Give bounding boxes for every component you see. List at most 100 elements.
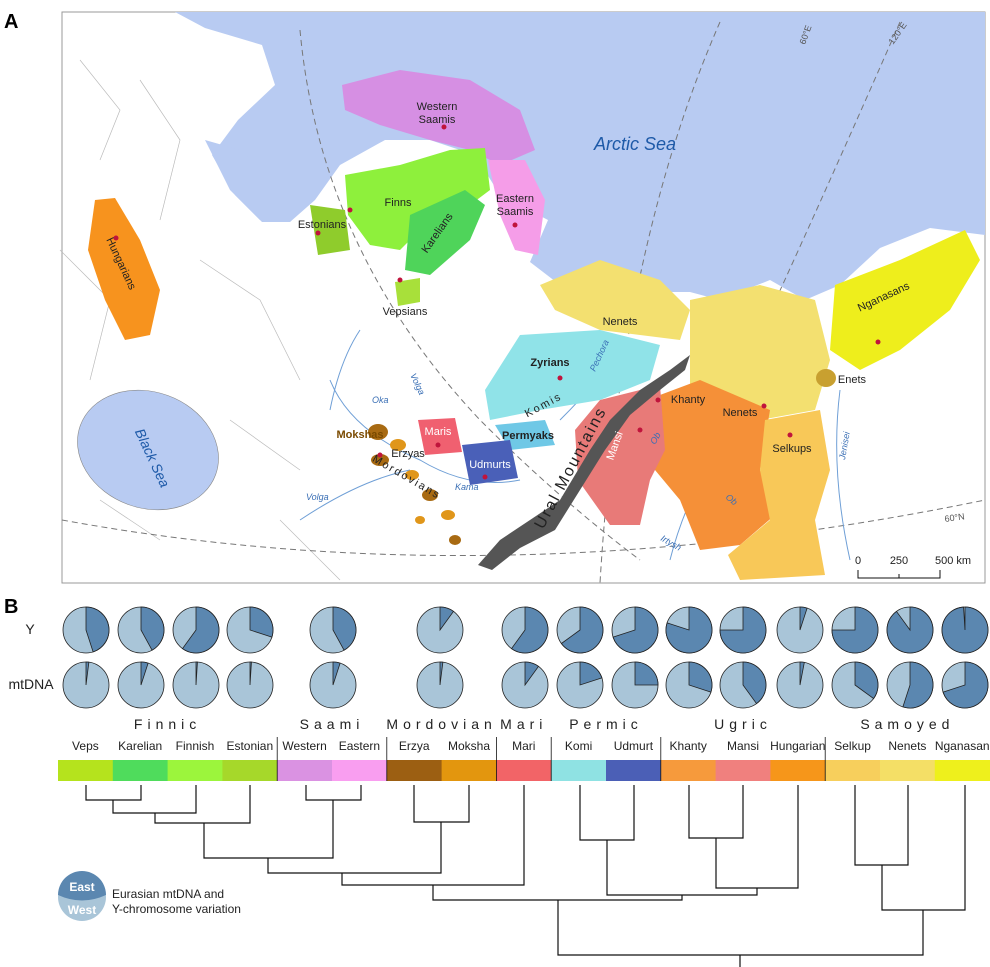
pie-east [332,661,341,686]
population-label: Maris [425,426,452,438]
pie-east [439,606,455,632]
language-label: Finnish [176,739,215,753]
pie-east [634,661,659,686]
area-enets [816,369,836,387]
area-finns [345,148,490,250]
population-label: Khanty [671,394,706,406]
language-color [770,760,826,781]
group-label: Finnic [134,716,201,732]
legend: East West Eurasian mtDNA and Y-chromosom… [58,871,241,921]
population-label: Mokshas [336,429,383,441]
area-western-saamis [342,70,535,165]
language-color [825,760,881,781]
area-khanty [640,380,775,550]
pie-east [85,606,110,653]
river-label: Volga [306,492,329,502]
area-vepsians [395,278,420,306]
pie-east [140,661,149,686]
language-label: Moksha [448,739,490,753]
pie-east [688,661,713,693]
language-color [715,760,771,781]
legend-caption: Eurasian mtDNA and [112,887,224,901]
language-label: Karelian [118,739,162,753]
language-color [332,760,388,781]
scale-label: 0 [855,555,861,567]
pie-east [195,661,198,686]
language-color [880,760,936,781]
pie-east [560,606,604,654]
language-color [386,760,443,781]
pie-east [719,606,767,654]
pie-east [854,661,879,700]
language-color [660,760,717,781]
language-label: Erzya [399,739,430,753]
scale-label: 500 km [935,555,971,567]
area-mordovians [368,424,461,545]
pie-east [249,606,274,638]
language-color [934,760,990,781]
language-color [277,760,333,781]
population-label: Finns [385,197,412,209]
scale-bar [857,570,941,579]
area-nenets-west [540,260,690,340]
area-selkups [728,410,830,580]
population-dots [113,124,881,480]
river-label: Kama [455,482,479,492]
legend-east-label: East [69,880,94,894]
area-karelians [405,190,485,275]
pie-east [579,661,603,686]
scale-label: 250 [890,555,908,567]
language-label: Komi [565,739,592,753]
panel-label: B [4,596,18,618]
population-label: Permyaks [502,430,554,442]
pie-east [831,606,879,654]
area-estonians [310,205,350,255]
row-label: Y [25,621,35,637]
population-label: Zyrians [530,357,569,369]
legend-caption: Y-chromosome variation [112,902,241,916]
area-hungarians [88,198,160,340]
language-label: Udmurt [614,739,654,753]
graticule [61,21,986,584]
pie-east [140,606,165,651]
language-color [496,760,552,781]
pie-east [524,661,540,687]
language-color [58,760,114,781]
tree [85,785,966,967]
population-label: Nenets [603,316,638,328]
population-label: Vepsians [383,306,428,318]
language-label: Hungarian [770,739,825,753]
population-label: Western Saamis [417,101,458,126]
area-nganasans [830,230,980,370]
river-label: Oka [372,395,389,405]
language-color [441,760,497,781]
map: Arctic Sea Black Sea Western Saamis Easte… [59,11,986,584]
language-color [222,760,278,781]
language-color [551,760,607,781]
population-label: Erzyas [391,448,425,460]
pie-east [886,606,934,654]
pie-east [332,606,357,651]
language-label: Khanty [670,739,707,753]
area-mansi [575,385,665,525]
baltic-sea [205,140,300,222]
language-label: Mansi [727,739,759,753]
pie-east [181,606,220,654]
population-label: Selkups [772,443,812,455]
language-label: Mari [512,739,535,753]
group-label: Mari [500,716,547,732]
language-label: Nganasan [935,739,990,753]
sea-label: Arctic Sea [593,134,676,154]
population-label: Estonians [298,219,347,231]
population-label: Nenets [723,407,758,419]
group-label: Mordovian [386,716,496,732]
legend-east [58,871,106,901]
area-eastern-saamis [488,160,545,255]
pie-east [799,661,805,686]
group-label: Saami [300,716,365,732]
language-label: Eastern [339,739,380,753]
population-label: Udmurts [469,459,511,471]
language-color [606,760,662,781]
